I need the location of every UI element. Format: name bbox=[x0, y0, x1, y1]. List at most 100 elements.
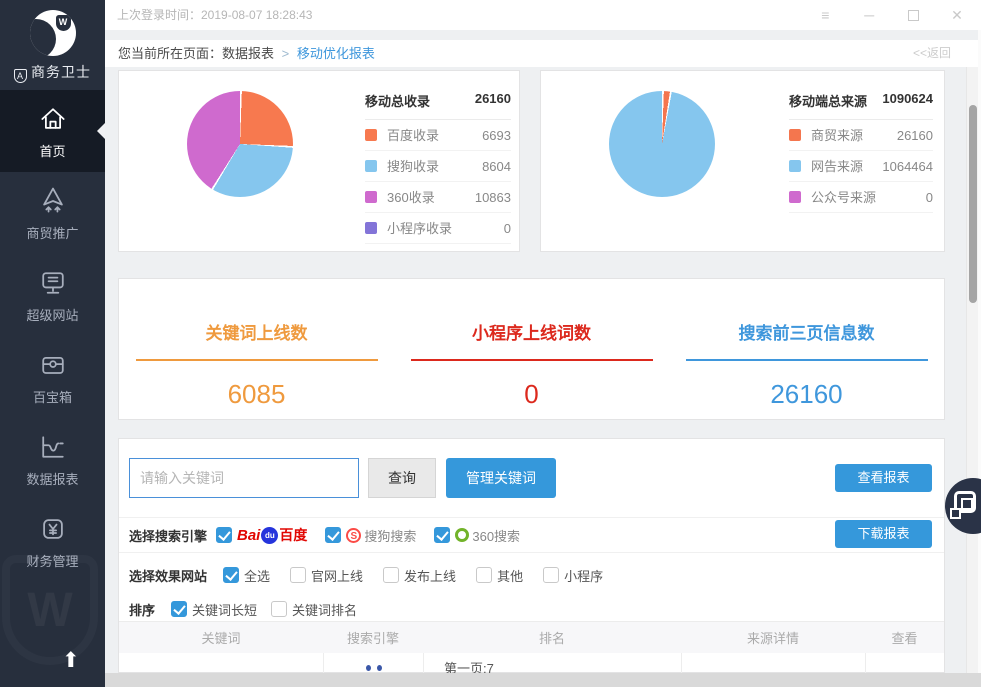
cell-view bbox=[865, 653, 944, 673]
sidebar: W A 商务卫士 首页 商贸推广 超级网站 百宝箱 数据报表 bbox=[0, 0, 105, 687]
right-edge-strip bbox=[978, 30, 981, 673]
manage-keywords-button[interactable]: 管理关键词 bbox=[446, 458, 556, 498]
legend-total: 1090624 bbox=[882, 91, 933, 106]
sidebar-item-toolbox[interactable]: 百宝箱 bbox=[0, 336, 105, 418]
sidebar-item-reports[interactable]: 数据报表 bbox=[0, 418, 105, 500]
stat-keywords-online: 关键词上线数 6085 bbox=[119, 279, 394, 419]
kw-rank-checkbox[interactable] bbox=[271, 601, 288, 617]
chart-line-icon bbox=[0, 431, 105, 469]
breadcrumb: 您当前所在页面：数据报表 > 移动优化报表 <<返回 bbox=[105, 40, 981, 67]
table-row[interactable]: 第一页:7 bbox=[119, 653, 944, 673]
title-bar: 上次登录时间：2019-08-07 18:28:43 ≡ ─ ✕ bbox=[105, 0, 981, 30]
cell-source-detail bbox=[681, 653, 865, 673]
pie-chart-mobile-sources bbox=[609, 91, 715, 197]
swatch-sogou bbox=[365, 160, 377, 172]
menu-icon[interactable]: ≡ bbox=[821, 7, 830, 23]
brand-name: A 商务卫士 bbox=[0, 62, 105, 83]
site-option-all: 全选 bbox=[223, 566, 270, 585]
sidebar-item-label: 首页 bbox=[39, 144, 66, 159]
legend-mobile-sources: 移动端总来源 1090624 商贸来源 26160 网告来源 1064464 公… bbox=[789, 85, 933, 213]
vertical-scrollbar-track[interactable] bbox=[966, 67, 978, 673]
card-keyword-stats: 关键词上线数 6085 小程序上线词数 0 搜索前三页信息数 26160 bbox=[118, 278, 945, 420]
other-checkbox[interactable] bbox=[476, 567, 493, 583]
keyword-input[interactable] bbox=[129, 458, 359, 498]
qr-panel-icon bbox=[954, 491, 976, 513]
stat-underline bbox=[135, 359, 378, 361]
s360-checkbox[interactable] bbox=[434, 527, 451, 543]
engine-sogou: S 搜狗搜索 bbox=[325, 526, 416, 545]
cell-keyword bbox=[119, 653, 323, 673]
legend-title: 移动端总来源 bbox=[789, 94, 868, 109]
breadcrumb-current[interactable]: 移动优化报表 bbox=[296, 46, 375, 61]
swatch-netad bbox=[789, 160, 801, 172]
legend-item: 小程序收录 0 bbox=[365, 213, 511, 244]
legend-total: 26160 bbox=[474, 91, 511, 106]
legend-item: 网告来源 1064464 bbox=[789, 151, 933, 182]
sidebar-item-label: 数据报表 bbox=[26, 472, 79, 487]
engine-label: 选择搜索引擎 bbox=[129, 528, 208, 544]
sort-option-rank: 关键词排名 bbox=[271, 600, 357, 619]
stat-miniapp-words: 小程序上线词数 0 bbox=[394, 279, 669, 419]
home-icon bbox=[0, 103, 105, 141]
card-mobile-index: 移动总收录 26160 百度收录 6693 搜狗收录 8604 360收录 10… bbox=[118, 70, 520, 252]
col-keyword: 关键词 bbox=[201, 631, 241, 646]
watermark-shield: W bbox=[2, 555, 98, 665]
floating-feedback-widget[interactable] bbox=[945, 478, 981, 534]
sogou-logo-icon: S bbox=[346, 527, 362, 543]
legend-item: 360收录 10863 bbox=[365, 182, 511, 213]
site-option-official: 官网上线 bbox=[290, 566, 363, 585]
miniapp-checkbox[interactable] bbox=[543, 567, 560, 583]
app-logo: W A 商务卫士 bbox=[0, 0, 105, 90]
horizontal-scrollbar[interactable] bbox=[105, 673, 981, 687]
close-icon[interactable]: ✕ bbox=[951, 7, 963, 23]
engine-360: 360搜索 bbox=[434, 526, 520, 545]
swatch-miniapp bbox=[365, 222, 377, 234]
view-report-button[interactable]: 查看报表 bbox=[835, 464, 932, 492]
col-engine: 搜索引擎 bbox=[346, 631, 399, 646]
window-controls: ≡ ─ ✕ bbox=[799, 0, 971, 30]
brand-label: 商务卫士 bbox=[31, 64, 91, 80]
kw-length-checkbox[interactable] bbox=[171, 601, 188, 617]
sidebar-item-promotion[interactable]: 商贸推广 bbox=[0, 172, 105, 254]
sidebar-item-home[interactable]: 首页 bbox=[0, 90, 105, 172]
sidebar-item-finance[interactable]: 财务管理 bbox=[0, 500, 105, 582]
sidebar-item-website[interactable]: 超级网站 bbox=[0, 254, 105, 336]
legend-header: 移动总收录 26160 bbox=[365, 85, 511, 120]
filter-row-search: 查询 管理关键词 bbox=[119, 439, 944, 518]
minimize-icon[interactable]: ─ bbox=[864, 7, 875, 23]
card-keyword-filter: 查询 管理关键词 查看报表 下载报表 选择搜索引擎 Bai du 百度 S 搜狗… bbox=[118, 438, 945, 673]
official-checkbox[interactable] bbox=[290, 567, 307, 583]
back-link[interactable]: <<返回 bbox=[912, 46, 951, 60]
query-button[interactable]: 查询 bbox=[368, 458, 436, 498]
vertical-scrollbar-thumb[interactable] bbox=[969, 105, 977, 303]
sort-option-length: 关键词长短 bbox=[171, 600, 257, 619]
legend-header: 移动端总来源 1090624 bbox=[789, 85, 933, 120]
sidebar-item-label: 超级网站 bbox=[26, 308, 79, 323]
last-login-text: 上次登录时间：2019-08-07 18:28:43 bbox=[117, 8, 313, 22]
baidu-paw-icon bbox=[324, 665, 423, 671]
scroll-top-arrow-icon[interactable]: ⬆ bbox=[62, 649, 80, 672]
legend-mobile-index: 移动总收录 26160 百度收录 6693 搜狗收录 8604 360收录 10… bbox=[365, 85, 511, 244]
swatch-baidu bbox=[365, 129, 377, 141]
baidu-checkbox[interactable] bbox=[216, 527, 232, 543]
cell-rank: 第一页:7 bbox=[423, 653, 681, 673]
swatch-business bbox=[789, 129, 801, 141]
watermark-letter: W bbox=[27, 584, 73, 637]
sidebar-item-label: 财务管理 bbox=[26, 554, 79, 569]
site-option-other: 其他 bbox=[476, 566, 523, 585]
sogou-checkbox[interactable] bbox=[325, 527, 342, 543]
site-option-miniapp: 小程序 bbox=[543, 566, 603, 585]
download-report-button[interactable]: 下载报表 bbox=[835, 520, 932, 548]
maximize-icon[interactable] bbox=[899, 0, 927, 30]
sidebar-item-label: 商贸推广 bbox=[26, 226, 79, 241]
breadcrumb-separator: > bbox=[281, 46, 290, 61]
legend-item: 商贸来源 26160 bbox=[789, 120, 933, 151]
table-header: 关键词 搜索引擎 排名 来源详情 查看 bbox=[119, 621, 944, 653]
s360-logo-icon bbox=[455, 528, 470, 542]
publish-checkbox[interactable] bbox=[383, 567, 400, 583]
logo-shield-icon: W bbox=[55, 15, 71, 31]
breadcrumb-section: 数据报表 bbox=[222, 46, 275, 61]
breadcrumb-prefix: 您当前所在页面： bbox=[118, 46, 223, 61]
all-checkbox[interactable] bbox=[223, 567, 240, 583]
main-content: 移动总收录 26160 百度收录 6693 搜狗收录 8604 360收录 10… bbox=[105, 67, 966, 673]
